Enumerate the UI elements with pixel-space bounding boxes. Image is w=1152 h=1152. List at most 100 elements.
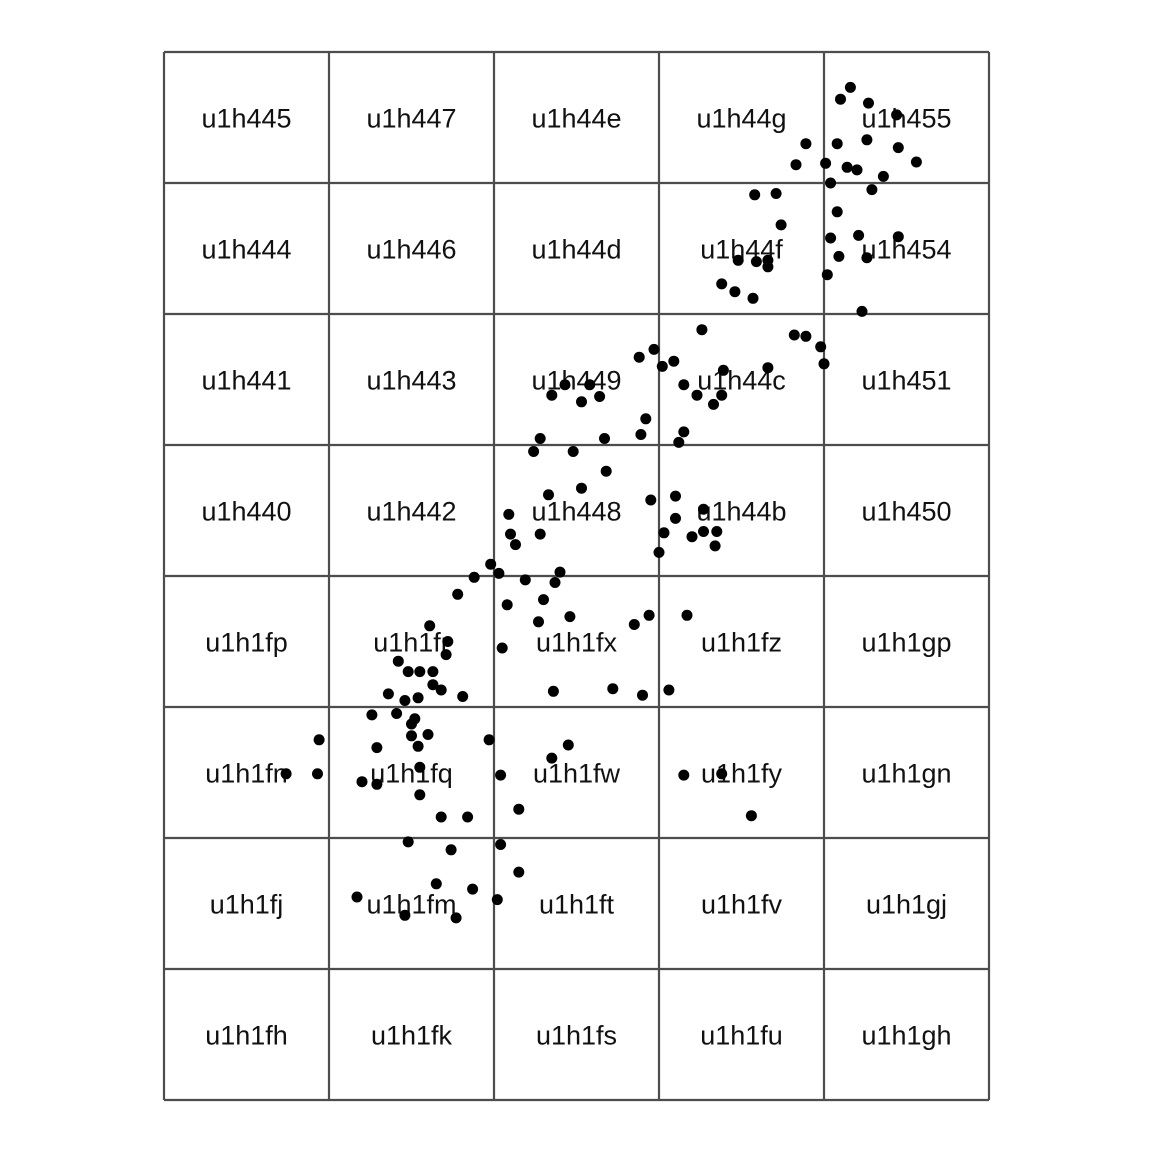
data-point [892,231,904,243]
data-point [645,494,657,506]
geohash-cell-label: u1h44b [696,497,786,527]
data-point [313,734,325,746]
data-point [775,219,787,231]
data-point [427,666,439,678]
geohash-cell-label: u1h447 [366,104,456,134]
data-point [678,426,690,438]
data-point [856,305,868,317]
data-point [392,655,404,667]
data-point [501,599,513,611]
data-point [643,609,655,621]
geohash-cell-label: u1h1fx [536,628,618,658]
data-point [851,164,863,176]
geohash-cell-label: u1h448 [531,497,621,527]
data-point [825,232,837,244]
data-point [414,761,426,773]
data-point [356,776,368,788]
data-point [424,620,436,632]
data-point [412,740,424,752]
data-point [399,909,411,921]
data-point [406,718,417,730]
data-point [485,558,497,570]
data-point [547,685,559,697]
data-point [640,413,652,425]
data-point [371,742,383,754]
data-point [678,769,690,781]
data-point [745,810,757,822]
data-point [648,343,660,355]
geohash-cell-label: u1h44d [531,235,621,265]
geohash-cell-label: u1h444 [201,235,291,265]
data-point [877,170,889,182]
geohash-cell-label: u1h1fj [210,890,284,920]
data-point [656,360,668,372]
data-point [820,157,832,169]
geohash-cell-label: u1h1fh [205,1021,288,1051]
data-point [698,526,709,537]
data-point [435,811,447,823]
data-point [427,679,439,691]
data-point [496,642,508,654]
data-point [844,81,856,93]
data-point [442,636,454,647]
data-point [892,142,904,154]
data-point [468,571,480,583]
geohash-cell-label: u1h1gh [861,1021,951,1051]
data-point [495,839,507,850]
data-point [637,689,648,701]
data-point [422,729,434,740]
data-point [670,490,681,502]
data-point [402,666,414,678]
data-point [732,254,744,266]
geohash-cell-label: u1h1fw [533,759,621,789]
data-point [467,883,479,895]
data-point [450,912,462,924]
data-point [513,803,525,815]
data-point [533,616,544,628]
geohash-cell-label: u1h1fs [536,1021,617,1051]
data-point [510,539,521,551]
data-point [861,134,873,146]
data-point [770,188,782,199]
data-point [670,512,681,524]
data-point [821,269,833,281]
data-point [371,778,383,790]
data-point [457,691,469,702]
data-point [559,379,571,391]
data-point [493,567,505,579]
data-point [861,252,873,264]
data-point [691,389,703,401]
data-point [891,109,903,121]
data-point [562,739,574,751]
geohash-cell-label: u1h1fz [701,628,782,658]
data-point [366,709,378,721]
data-point [853,229,865,241]
data-point [576,396,587,408]
data-point [402,836,414,848]
data-point [412,692,424,704]
geohash-cell-label: u1h1fv [701,890,783,920]
data-point [312,768,323,780]
data-point [483,734,495,746]
geohash-cell-label: u1h1fm [366,890,456,920]
data-point [382,688,394,700]
geohash-cell-label: u1h1fu [700,1021,783,1051]
data-point [716,389,728,401]
data-point [414,789,426,801]
data-point [414,666,426,678]
data-point [841,161,853,173]
geohash-cell-label: u1h440 [201,497,291,527]
data-point [790,159,802,171]
data-point [503,508,515,520]
data-point [709,540,721,552]
data-point [435,684,447,696]
data-point [567,446,579,457]
geohash-cell-label: u1h44g [696,104,786,134]
data-point [696,324,708,336]
data-point [519,574,531,586]
geohash-cell-label: u1h44e [531,104,621,134]
data-point [594,391,606,402]
data-point [534,433,546,444]
data-point [673,436,685,448]
